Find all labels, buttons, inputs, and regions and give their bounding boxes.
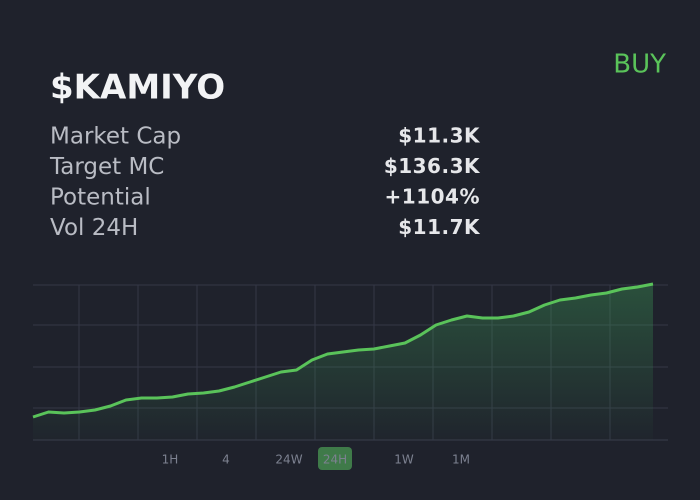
stat-value: $11.7K — [398, 215, 481, 239]
stat-value: +1104% — [385, 185, 480, 209]
timeframe-selected-bg — [318, 447, 352, 470]
buy-button[interactable]: BUY — [613, 50, 666, 80]
stat-label: Potential — [50, 185, 151, 211]
stat-label: Vol 24H — [50, 215, 138, 241]
area — [33, 284, 653, 440]
timeframe-button[interactable]: 1W — [394, 453, 414, 467]
timeframe-button[interactable]: 24H — [323, 453, 347, 467]
stat-value: $136.3K — [384, 154, 481, 178]
stat-label: Target MC — [49, 154, 164, 180]
timeframe-button[interactable]: 24W — [275, 453, 302, 467]
token-title: $KAMIYO — [50, 68, 225, 108]
stats: Market Cap $11.3K Target MC $136.3K Potentia… — [49, 124, 481, 242]
timeframe-button[interactable]: 1M — [452, 453, 470, 467]
timeframes: 1H 4 24W 24H 1W 1M — [162, 447, 470, 470]
plot — [32, 282, 654, 440]
timeframe-button[interactable]: 1H — [162, 453, 179, 467]
stat-value: $11.3K — [398, 124, 481, 148]
price-line — [32, 282, 654, 419]
stat-label: Market Cap — [50, 124, 181, 150]
timeframe-button[interactable]: 4 — [222, 453, 230, 467]
